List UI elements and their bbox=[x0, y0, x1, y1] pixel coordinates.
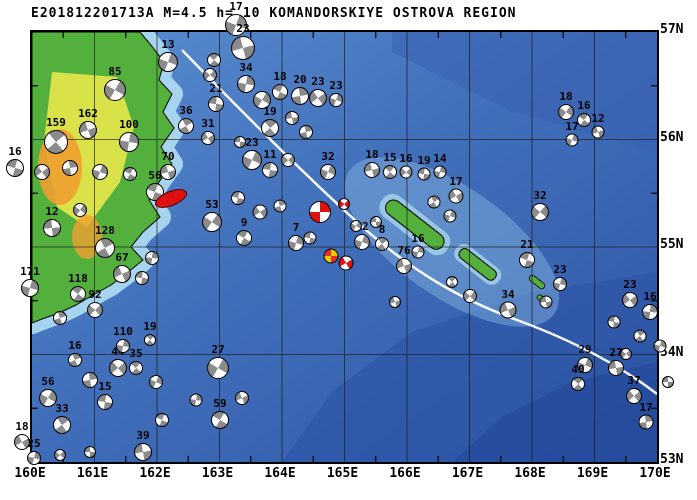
focal-mechanism-beachball bbox=[6, 159, 24, 177]
medny-island bbox=[458, 248, 497, 281]
latitude-label: 55N bbox=[660, 237, 684, 252]
focal-mechanism-beachball bbox=[14, 434, 30, 450]
focal-mechanism-beachball bbox=[662, 376, 674, 388]
map-terrain-svg bbox=[32, 32, 657, 462]
map-title: E201812201713A M=4.5 h= 10 KOMANDORSKIYE… bbox=[31, 6, 517, 21]
beachball-depth-label: 16 bbox=[8, 145, 22, 158]
longitude-label: 161E bbox=[76, 466, 109, 481]
beachball-depth-label: 18 bbox=[15, 420, 29, 433]
longitude-label: 165E bbox=[326, 466, 359, 481]
longitude-label: 168E bbox=[514, 466, 546, 481]
longitude-label: 162E bbox=[139, 466, 171, 481]
deepest-basin bbox=[452, 362, 657, 462]
longitude-label: 166E bbox=[389, 466, 421, 481]
highland-orange bbox=[38, 129, 82, 205]
highland-orange-south bbox=[72, 215, 102, 259]
longitude-label: 170E bbox=[639, 466, 671, 481]
latitude-label: 54N bbox=[660, 344, 684, 360]
latitude-label: 57N bbox=[660, 22, 684, 37]
latitude-label: 56N bbox=[660, 129, 684, 145]
longitude-label: 164E bbox=[264, 466, 296, 481]
map-canvas bbox=[30, 30, 659, 464]
longitude-label: 169E bbox=[576, 466, 609, 481]
small-island-1 bbox=[528, 274, 546, 290]
bering-island bbox=[385, 199, 445, 250]
latitude-label: 53N bbox=[660, 452, 684, 467]
longitude-label: 160E bbox=[14, 466, 46, 481]
longitude-label: 167E bbox=[451, 466, 484, 481]
longitude-label: 163E bbox=[201, 466, 234, 481]
